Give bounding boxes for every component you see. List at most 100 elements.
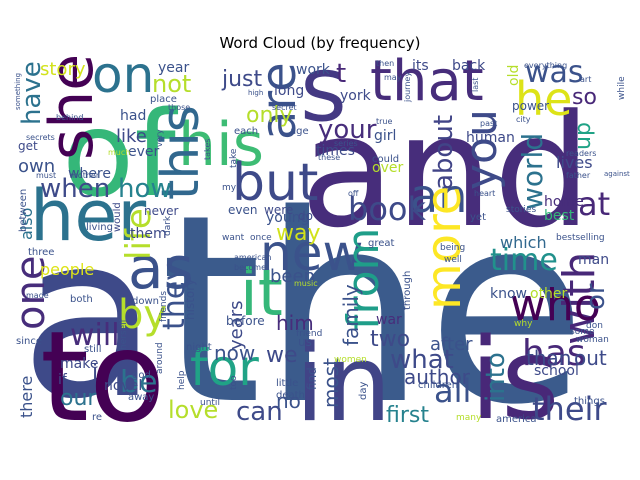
word-god: god [132,370,151,381]
word-night: night [186,342,212,353]
word-off: off [348,189,359,198]
word-make: make [60,356,98,372]
word-year: year [158,60,189,76]
word-past: past [480,119,497,128]
word-own: own [18,156,55,177]
word-which: which [500,233,547,252]
word-york: york [340,88,372,104]
word-everything: everything [524,61,567,70]
cloud-background [24,56,618,426]
word-world: world [516,133,549,210]
word-know: know [490,286,527,302]
word-all: all [434,372,471,410]
word-her: her [30,175,146,257]
word-we: we [266,343,298,368]
word-many: many [456,413,482,423]
word-mother: mother [70,171,100,180]
word-family: family [339,284,363,346]
word-young: young [266,210,309,226]
word-time: time [490,243,558,278]
word-american: american [234,253,272,262]
word-can: can [236,397,283,427]
word-to: to [40,305,166,450]
word-re: re [92,412,102,423]
word-when: when [40,174,110,204]
word-stories: stories [506,205,536,215]
word-takes: takes [203,139,212,160]
word-over: over [372,160,403,176]
word-even: even [228,203,257,217]
chart-title: Word Cloud (by frequency) [219,34,421,52]
word-secrets: secrets [26,133,55,142]
word-very: very [155,129,164,147]
word-well: well [444,255,462,265]
word-still: still [84,344,101,355]
word-girl: girl [374,128,396,144]
word-an: an [410,169,467,223]
word-a: a [20,187,158,449]
word-living: living [86,222,113,233]
word-until: until [200,398,220,408]
word-were: were [264,203,293,217]
word-things: things [574,396,605,407]
word-also: also [17,208,36,240]
word-not: not [152,70,191,98]
word-help: help [177,370,187,390]
word-secret: secret [272,103,297,112]
word-journey: journey [403,72,412,103]
word-most: most [319,358,343,408]
word-as: as [128,234,194,302]
word-one: one [8,256,54,330]
word-my: my [222,183,237,193]
word-age: age [290,126,309,137]
word-up: up [571,122,596,150]
word-but: but [232,153,318,213]
word-t: t [336,59,346,89]
word-work: work [296,62,331,78]
word-book: book [348,190,426,228]
word-s: s [300,37,347,142]
word-will: will [70,318,120,353]
word-back: back [452,58,486,74]
word-he: he [515,72,572,126]
word-was: was [525,55,584,90]
word-about: about [429,115,459,190]
word-long: long [274,83,304,99]
word-father: father [566,171,591,180]
word-how: how [118,174,172,204]
word-they: they [157,263,192,330]
word-each: each [234,126,258,137]
word-great: great [368,238,395,249]
word-only: only [246,103,293,128]
word-in: in [295,322,392,445]
word-so: so [572,85,597,110]
word-best: best [544,208,575,224]
word-herself: herself [119,318,129,350]
word-since: since [16,336,42,347]
word-would: would [112,202,123,232]
word-like: like [116,126,147,147]
word-she: she [37,54,107,160]
word-his: his [178,110,264,180]
word-may: may [384,73,402,82]
word-life: life [119,208,159,260]
word-been: been [270,266,315,287]
word-on: on [92,46,154,104]
word-first: first [386,403,429,428]
word-there: there [17,376,36,418]
word-find: find [305,367,319,390]
word-what: what [390,345,454,375]
word-power: power [512,99,549,113]
word-yet: yet [470,212,486,223]
word-than: than [526,346,571,370]
word-become: become [234,263,266,272]
word-home: home [544,194,584,210]
word-novel: novel [104,378,142,394]
word-their: their [532,390,607,428]
word-the: the [160,160,587,462]
word-school: school [534,363,579,379]
word-through: through [402,271,413,310]
word-down: down [132,296,159,307]
word-is: is [470,315,559,445]
word-place: place [150,94,177,105]
